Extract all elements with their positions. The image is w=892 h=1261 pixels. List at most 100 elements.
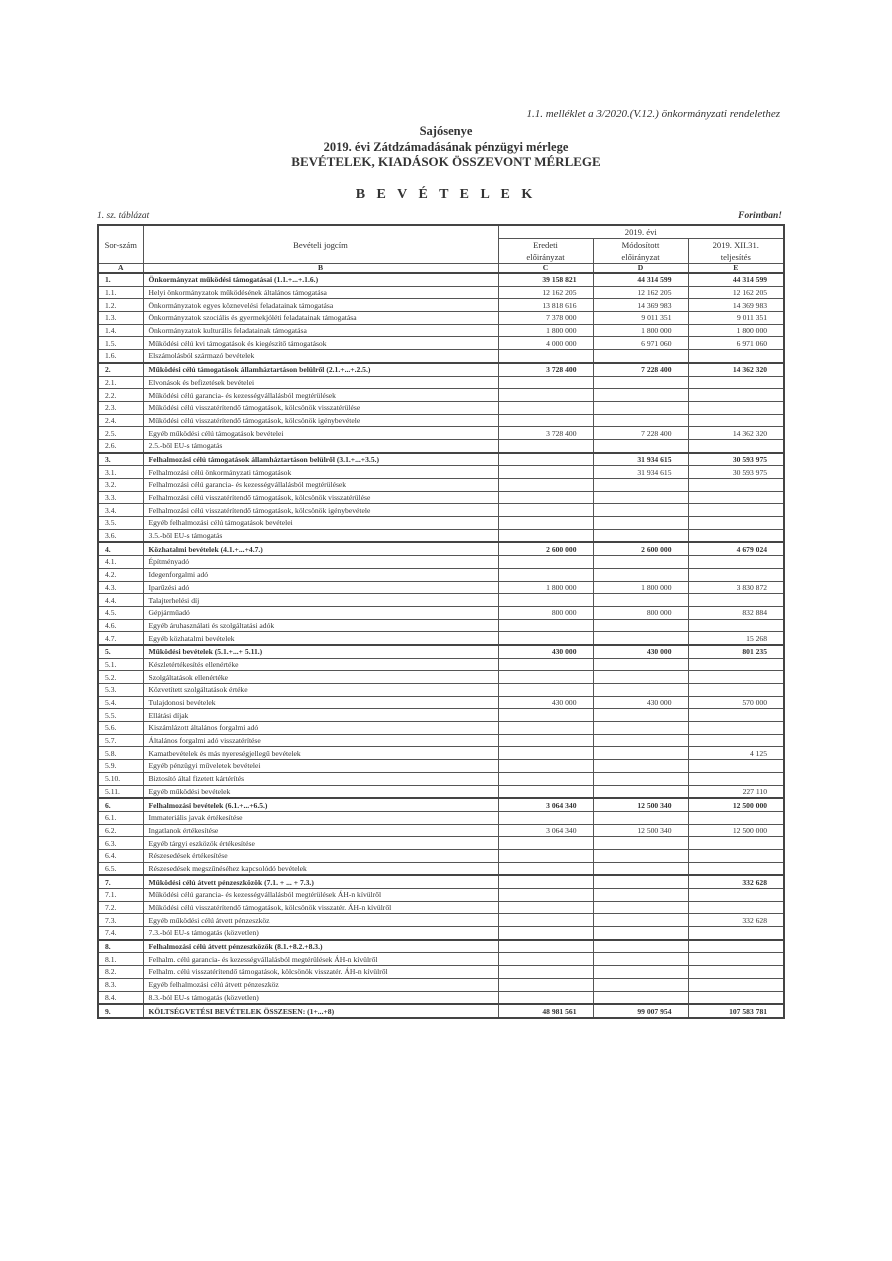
table-row: 2.1. Elvonások és befizetések bevételei [97,375,785,390]
original-estimate: 13 818 616 [497,298,594,313]
modified-estimate [592,618,689,633]
modified-estimate [592,759,689,773]
modified-estimate [592,913,689,928]
actual-value [687,413,785,428]
row-number: 5.4. [97,695,144,710]
original-estimate [497,874,594,890]
row-label: 7.3.-ból EU-s támogatás (közvetlen) [142,926,499,941]
original-estimate: 1 800 000 [497,580,594,595]
row-number: 8.4. [97,990,144,1005]
original-estimate [497,990,594,1005]
actual-value: 332 628 [687,874,785,890]
table-row: 4.4. Talajterhelési díj [97,593,785,607]
actual-value: 44 314 599 [687,271,785,287]
modified-estimate: 12 500 340 [592,823,689,838]
row-number: 6.4. [97,848,144,863]
actual-value: 14 362 320 [687,361,785,377]
actual-value [687,555,785,569]
letter-d: D [592,263,689,274]
row-number: 2. [97,361,144,377]
row-label: Ellátási díjak [142,708,499,723]
row-label: Működési célú garancia- és kezességválla… [142,388,499,402]
actual-value [687,952,785,967]
original-estimate [497,977,594,992]
table-row: 6.4. Részesedések értékesítése [97,848,785,863]
row-number: 4. [97,541,144,557]
row-label: Biztosító által fizetett kártérítés [142,771,499,786]
row-label: Önkormányzatok egyes köznevelési feladat… [142,298,499,313]
original-estimate [497,733,594,748]
row-label: Önkormányzatok kulturális feladatainak t… [142,323,499,338]
original-estimate: 430 000 [497,643,594,659]
original-estimate [497,952,594,967]
row-number: 7. [97,874,144,890]
table-row: 3.2. Felhalmozási célú garancia- és kezes… [97,478,785,492]
modified-estimate [592,528,689,543]
table-row-total: 6. Felhalmozási bevételek (6.1.+...+6.5.)… [97,797,785,812]
modified-estimate: 7 228 400 [592,361,689,377]
modified-estimate [592,926,689,941]
row-label: Immateriális javak értékesítése [142,810,499,825]
original-estimate [497,490,594,505]
header-sorszam: Sor-szám [97,224,144,264]
row-label: Kiszámlázott általános forgalmi adó [142,721,499,735]
original-estimate [497,836,594,850]
row-number: 1.5. [97,336,144,351]
actual-value [687,375,785,390]
table-row: 2.6. 2.5.-ből EU-s támogatás [97,438,785,454]
modified-estimate: 31 934 615 [592,451,689,467]
modified-estimate [592,721,689,735]
original-estimate [497,438,594,454]
actual-value [687,503,785,518]
original-estimate: 3 064 340 [497,823,594,838]
row-number: 5.5. [97,708,144,723]
table-row-total: 4. Közhatalmi bevételek (4.1.+...+4.7.) 2 … [97,541,785,557]
actual-value [687,516,785,530]
table-row: 5.1. Készletértékesítés ellenértéke [97,657,785,672]
original-estimate: 12 162 205 [497,285,594,300]
actual-value: 12 162 205 [687,285,785,300]
actual-value [687,670,785,684]
row-number: 8.2. [97,965,144,979]
original-estimate [497,451,594,467]
header-col-e: 2019. XII.31. teljesítés [687,238,785,264]
table-row: 6.5. Részesedések megszűnéséhez kapcsolód… [97,861,785,876]
row-label: Idegenforgalmi adó [142,567,499,582]
letter-c: C [497,263,594,274]
row-label: Közvetített szolgáltatások értéke [142,683,499,697]
table-row: 8.2. Felhalm. célú visszatérítendő támoga… [97,965,785,979]
original-estimate [497,670,594,684]
modified-estimate [592,888,689,902]
original-estimate: 1 800 000 [497,323,594,338]
row-number: 1.2. [97,298,144,313]
row-label: Iparűzési adó [142,580,499,595]
row-number: 5.9. [97,759,144,773]
row-number: 6. [97,797,144,812]
original-estimate [497,631,594,646]
row-label: Önkormányzatok szociális és gyermekjólét… [142,311,499,325]
row-number: 4.4. [97,593,144,607]
row-label: Működési célú átvett pénzeszközök (7.1. … [142,874,499,890]
modified-estimate [592,733,689,748]
row-number: 3.4. [97,503,144,518]
table-row: 4.5. Gépjárműadó 800 000 800 000 832 884 [97,605,785,620]
row-number: 5.3. [97,683,144,697]
actual-value [687,438,785,454]
original-estimate [497,413,594,428]
row-label: Működési célú kvi támogatások és kiegész… [142,336,499,351]
row-number: 5.6. [97,721,144,735]
table-row-total: 8. Felhalmozási célú átvett pénzeszközök … [97,938,785,954]
row-label: Felhalmozási bevételek (6.1.+...+6.5.) [142,797,499,812]
actual-value: 4 125 [687,746,785,761]
table-row: 8.1. Felhalm. célú garancia- és kezességv… [97,952,785,967]
row-label: Egyéb felhalmozási célú átvett pénzeszkö… [142,977,499,992]
modified-estimate: 1 800 000 [592,580,689,595]
original-estimate: 39 158 821 [497,271,594,287]
modified-estimate [592,836,689,850]
original-estimate [497,478,594,492]
row-number: 4.2. [97,567,144,582]
actual-value: 4 679 024 [687,541,785,557]
table-row: 6.3. Egyéb tárgyi eszközök értékesítése [97,836,785,850]
row-label: Részesedések megszűnéséhez kapcsolódó be… [142,861,499,876]
